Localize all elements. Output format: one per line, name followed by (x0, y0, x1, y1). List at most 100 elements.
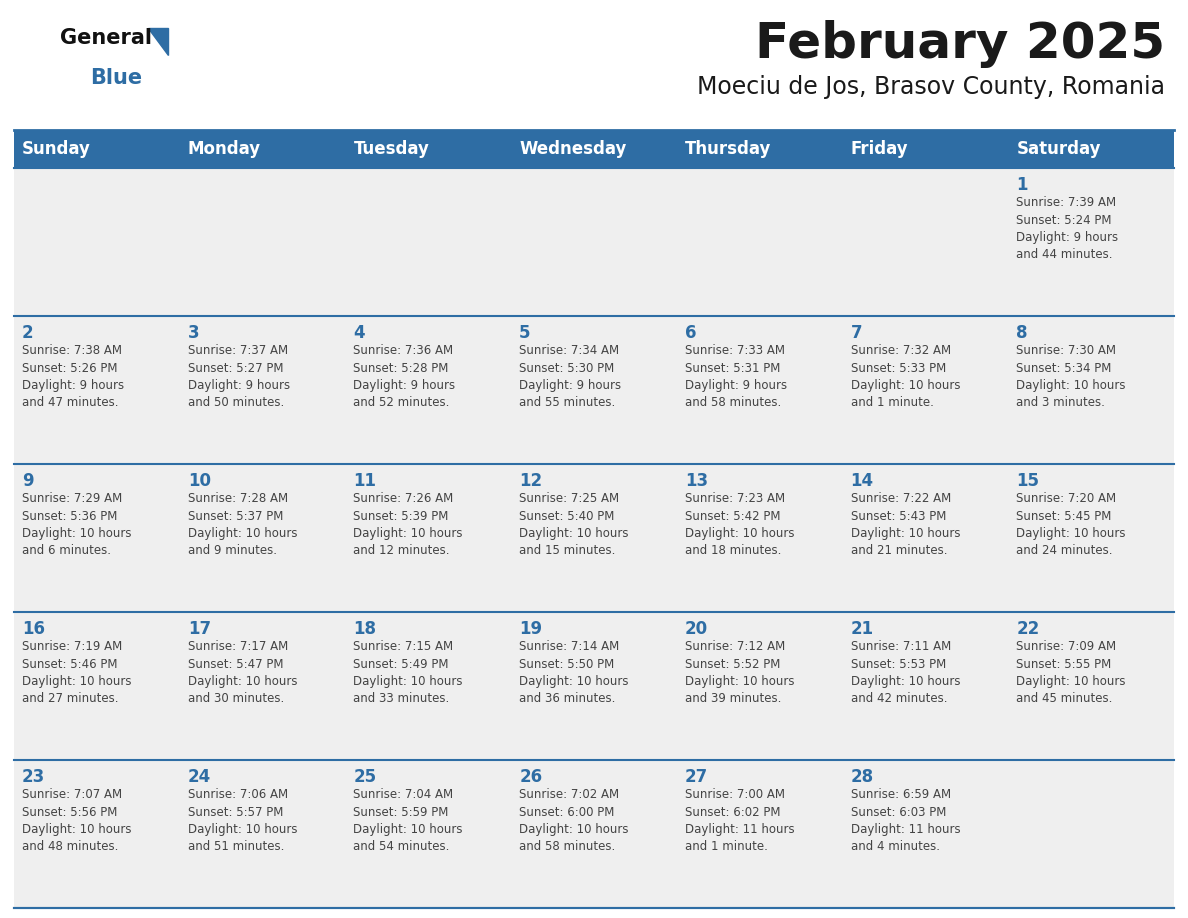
Bar (346, 316, 511, 464)
Text: Sunrise: 7:20 AM
Sunset: 5:45 PM
Daylight: 10 hours
and 24 minutes.: Sunrise: 7:20 AM Sunset: 5:45 PM Dayligh… (1016, 492, 1126, 557)
Bar (511, 612, 677, 760)
Text: Sunrise: 7:37 AM
Sunset: 5:27 PM
Daylight: 9 hours
and 50 minutes.: Sunrise: 7:37 AM Sunset: 5:27 PM Dayligh… (188, 344, 290, 409)
Text: 21: 21 (851, 620, 873, 638)
Text: 1: 1 (1016, 176, 1028, 194)
Text: 18: 18 (353, 620, 377, 638)
Text: Sunrise: 7:12 AM
Sunset: 5:52 PM
Daylight: 10 hours
and 39 minutes.: Sunrise: 7:12 AM Sunset: 5:52 PM Dayligh… (684, 640, 795, 706)
Bar (1009, 464, 1174, 612)
Bar (511, 760, 677, 908)
Text: 7: 7 (851, 324, 862, 342)
Bar (842, 168, 1009, 316)
Text: Tuesday: Tuesday (353, 140, 429, 158)
Text: 25: 25 (353, 768, 377, 786)
Text: 9: 9 (23, 472, 33, 490)
Bar (14, 464, 179, 612)
Text: February 2025: February 2025 (754, 20, 1165, 68)
Text: 17: 17 (188, 620, 210, 638)
Text: Sunrise: 7:04 AM
Sunset: 5:59 PM
Daylight: 10 hours
and 54 minutes.: Sunrise: 7:04 AM Sunset: 5:59 PM Dayligh… (353, 788, 463, 854)
Text: Sunrise: 7:06 AM
Sunset: 5:57 PM
Daylight: 10 hours
and 51 minutes.: Sunrise: 7:06 AM Sunset: 5:57 PM Dayligh… (188, 788, 297, 854)
Bar (511, 316, 677, 464)
Bar (346, 464, 511, 612)
Text: Sunrise: 7:26 AM
Sunset: 5:39 PM
Daylight: 10 hours
and 12 minutes.: Sunrise: 7:26 AM Sunset: 5:39 PM Dayligh… (353, 492, 463, 557)
Text: Sunrise: 7:30 AM
Sunset: 5:34 PM
Daylight: 10 hours
and 3 minutes.: Sunrise: 7:30 AM Sunset: 5:34 PM Dayligh… (1016, 344, 1126, 409)
Text: Sunrise: 7:14 AM
Sunset: 5:50 PM
Daylight: 10 hours
and 36 minutes.: Sunrise: 7:14 AM Sunset: 5:50 PM Dayligh… (519, 640, 628, 706)
Bar (842, 612, 1009, 760)
Bar (346, 168, 511, 316)
Text: 14: 14 (851, 472, 873, 490)
Bar (1009, 760, 1174, 908)
Text: 13: 13 (684, 472, 708, 490)
Bar (14, 130, 1174, 168)
Bar (842, 760, 1009, 908)
Text: 27: 27 (684, 768, 708, 786)
Bar (346, 760, 511, 908)
Text: Sunrise: 7:02 AM
Sunset: 6:00 PM
Daylight: 10 hours
and 58 minutes.: Sunrise: 7:02 AM Sunset: 6:00 PM Dayligh… (519, 788, 628, 854)
Text: 11: 11 (353, 472, 377, 490)
Text: Sunrise: 7:00 AM
Sunset: 6:02 PM
Daylight: 11 hours
and 1 minute.: Sunrise: 7:00 AM Sunset: 6:02 PM Dayligh… (684, 788, 795, 854)
Bar (677, 168, 842, 316)
Text: 15: 15 (1016, 472, 1040, 490)
Bar (511, 168, 677, 316)
Bar (677, 316, 842, 464)
Bar (14, 316, 179, 464)
Bar (1009, 168, 1174, 316)
Text: Monday: Monday (188, 140, 261, 158)
Bar (14, 760, 179, 908)
Bar (179, 760, 346, 908)
Text: 10: 10 (188, 472, 210, 490)
Text: 26: 26 (519, 768, 542, 786)
Text: Sunday: Sunday (23, 140, 90, 158)
Bar (677, 612, 842, 760)
Text: Sunrise: 7:23 AM
Sunset: 5:42 PM
Daylight: 10 hours
and 18 minutes.: Sunrise: 7:23 AM Sunset: 5:42 PM Dayligh… (684, 492, 795, 557)
Text: 12: 12 (519, 472, 542, 490)
Text: Friday: Friday (851, 140, 908, 158)
Text: 5: 5 (519, 324, 531, 342)
Bar (179, 316, 346, 464)
Text: Moeciu de Jos, Brasov County, Romania: Moeciu de Jos, Brasov County, Romania (697, 75, 1165, 99)
Text: 24: 24 (188, 768, 211, 786)
Text: 6: 6 (684, 324, 696, 342)
Text: Sunrise: 7:09 AM
Sunset: 5:55 PM
Daylight: 10 hours
and 45 minutes.: Sunrise: 7:09 AM Sunset: 5:55 PM Dayligh… (1016, 640, 1126, 706)
Text: Sunrise: 7:32 AM
Sunset: 5:33 PM
Daylight: 10 hours
and 1 minute.: Sunrise: 7:32 AM Sunset: 5:33 PM Dayligh… (851, 344, 960, 409)
Text: Sunrise: 7:29 AM
Sunset: 5:36 PM
Daylight: 10 hours
and 6 minutes.: Sunrise: 7:29 AM Sunset: 5:36 PM Dayligh… (23, 492, 132, 557)
Text: Sunrise: 7:07 AM
Sunset: 5:56 PM
Daylight: 10 hours
and 48 minutes.: Sunrise: 7:07 AM Sunset: 5:56 PM Dayligh… (23, 788, 132, 854)
Text: Sunrise: 7:15 AM
Sunset: 5:49 PM
Daylight: 10 hours
and 33 minutes.: Sunrise: 7:15 AM Sunset: 5:49 PM Dayligh… (353, 640, 463, 706)
Text: Sunrise: 7:36 AM
Sunset: 5:28 PM
Daylight: 9 hours
and 52 minutes.: Sunrise: 7:36 AM Sunset: 5:28 PM Dayligh… (353, 344, 455, 409)
Text: Blue: Blue (90, 68, 143, 88)
Bar (14, 168, 179, 316)
Bar (677, 464, 842, 612)
Bar (1009, 612, 1174, 760)
Text: Sunrise: 7:34 AM
Sunset: 5:30 PM
Daylight: 9 hours
and 55 minutes.: Sunrise: 7:34 AM Sunset: 5:30 PM Dayligh… (519, 344, 621, 409)
Text: 16: 16 (23, 620, 45, 638)
Text: 20: 20 (684, 620, 708, 638)
Text: Saturday: Saturday (1016, 140, 1101, 158)
Text: Thursday: Thursday (684, 140, 771, 158)
Text: Sunrise: 7:25 AM
Sunset: 5:40 PM
Daylight: 10 hours
and 15 minutes.: Sunrise: 7:25 AM Sunset: 5:40 PM Dayligh… (519, 492, 628, 557)
Text: 2: 2 (23, 324, 33, 342)
Text: Sunrise: 7:33 AM
Sunset: 5:31 PM
Daylight: 9 hours
and 58 minutes.: Sunrise: 7:33 AM Sunset: 5:31 PM Dayligh… (684, 344, 786, 409)
Text: 28: 28 (851, 768, 873, 786)
Polygon shape (148, 28, 168, 55)
Text: Sunrise: 7:17 AM
Sunset: 5:47 PM
Daylight: 10 hours
and 30 minutes.: Sunrise: 7:17 AM Sunset: 5:47 PM Dayligh… (188, 640, 297, 706)
Text: Sunrise: 7:28 AM
Sunset: 5:37 PM
Daylight: 10 hours
and 9 minutes.: Sunrise: 7:28 AM Sunset: 5:37 PM Dayligh… (188, 492, 297, 557)
Bar (842, 316, 1009, 464)
Text: Sunrise: 7:19 AM
Sunset: 5:46 PM
Daylight: 10 hours
and 27 minutes.: Sunrise: 7:19 AM Sunset: 5:46 PM Dayligh… (23, 640, 132, 706)
Text: Wednesday: Wednesday (519, 140, 626, 158)
Text: Sunrise: 7:38 AM
Sunset: 5:26 PM
Daylight: 9 hours
and 47 minutes.: Sunrise: 7:38 AM Sunset: 5:26 PM Dayligh… (23, 344, 124, 409)
Text: 4: 4 (353, 324, 365, 342)
Bar (179, 612, 346, 760)
Text: 3: 3 (188, 324, 200, 342)
Text: 22: 22 (1016, 620, 1040, 638)
Bar (14, 612, 179, 760)
Bar (511, 464, 677, 612)
Bar (179, 464, 346, 612)
Text: Sunrise: 7:39 AM
Sunset: 5:24 PM
Daylight: 9 hours
and 44 minutes.: Sunrise: 7:39 AM Sunset: 5:24 PM Dayligh… (1016, 196, 1118, 262)
Text: 8: 8 (1016, 324, 1028, 342)
Text: General: General (61, 28, 152, 48)
Text: 23: 23 (23, 768, 45, 786)
Bar (842, 464, 1009, 612)
Bar (1009, 316, 1174, 464)
Bar (179, 168, 346, 316)
Bar (677, 760, 842, 908)
Text: Sunrise: 7:22 AM
Sunset: 5:43 PM
Daylight: 10 hours
and 21 minutes.: Sunrise: 7:22 AM Sunset: 5:43 PM Dayligh… (851, 492, 960, 557)
